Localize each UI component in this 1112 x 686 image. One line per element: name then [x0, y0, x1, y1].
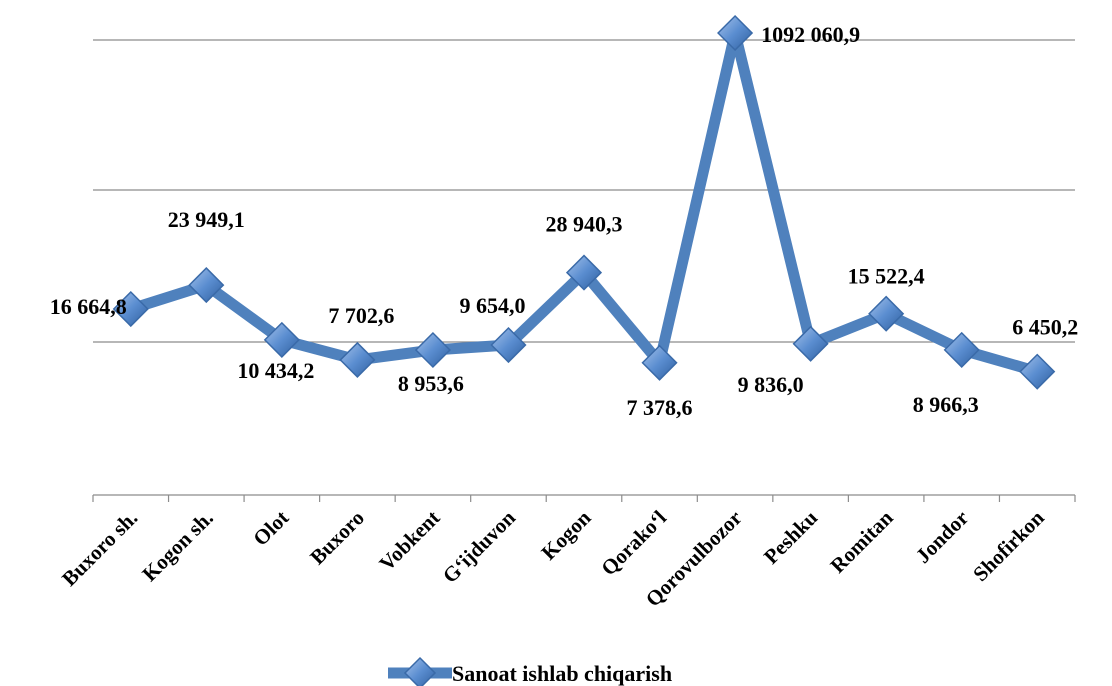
data-point-marker: [792, 325, 829, 362]
x-axis: Buxoro sh.Kogon sh. Olot Buxoro VobkentG‘ij…: [57, 494, 1076, 611]
data-point-marker: [1019, 353, 1056, 390]
data-label: 9 836,0: [738, 372, 804, 397]
x-tick-label: Peshku: [759, 505, 822, 568]
x-tick-label: Vobkent: [374, 506, 444, 576]
data-label: 6 450,2: [1012, 315, 1078, 340]
series-polyline: [125, 27, 1043, 378]
data-label: 28 940,3: [546, 212, 623, 237]
data-label: 1092 060,9: [761, 22, 860, 47]
data-label: 7 702,6: [328, 303, 394, 328]
data-point-marker: [490, 326, 527, 364]
x-tick-label: Qorako‘l: [596, 505, 671, 580]
data-point-marker: [263, 321, 300, 358]
x-tick-label: Kogon: [536, 505, 595, 564]
legend-marker: [403, 656, 437, 686]
data-label: 23 949,1: [168, 207, 245, 232]
data-label: 7 378,6: [627, 395, 693, 420]
data-point-marker: [414, 331, 451, 369]
x-tick-label: Romitan: [825, 505, 897, 577]
x-tick-label: Olot: [248, 506, 293, 551]
data-point-marker: [339, 341, 376, 378]
x-tick-label: Kogon sh.: [137, 506, 218, 587]
data-point-marker: [565, 254, 603, 291]
legend: Sanoat ishlab chiqarish: [388, 656, 672, 686]
data-point-marker: [641, 344, 678, 381]
x-tick-label: Shofirkon: [968, 505, 1049, 586]
data-point-marker: [188, 267, 225, 304]
legend-entry: Sanoat ishlab chiqarish: [452, 661, 672, 686]
data-labels: 16 664,8 23 949,1 10 434,2 7 702,6 8 953,6 9 …: [50, 22, 1078, 420]
data-label: 8 966,3: [913, 392, 979, 417]
gridlines: [93, 39, 1075, 343]
x-tick-label: Jondor: [911, 506, 973, 568]
data-point-marker: [717, 14, 754, 52]
x-tick-label: Buxoro: [305, 506, 369, 570]
data-label: 16 664,8: [50, 294, 127, 319]
data-point-marker: [112, 290, 149, 328]
data-label: 15 522,4: [848, 264, 925, 289]
series-line: [112, 14, 1056, 390]
x-tick-label: G‘ijduvon: [438, 505, 520, 587]
data-label: 8 953,6: [398, 371, 464, 396]
x-tick-label: Buxoro sh.: [57, 506, 142, 591]
data-point-marker: [943, 331, 980, 368]
data-label: 9 654,0: [459, 293, 525, 318]
data-point-marker: [868, 295, 905, 332]
data-label: 10 434,2: [237, 358, 314, 383]
